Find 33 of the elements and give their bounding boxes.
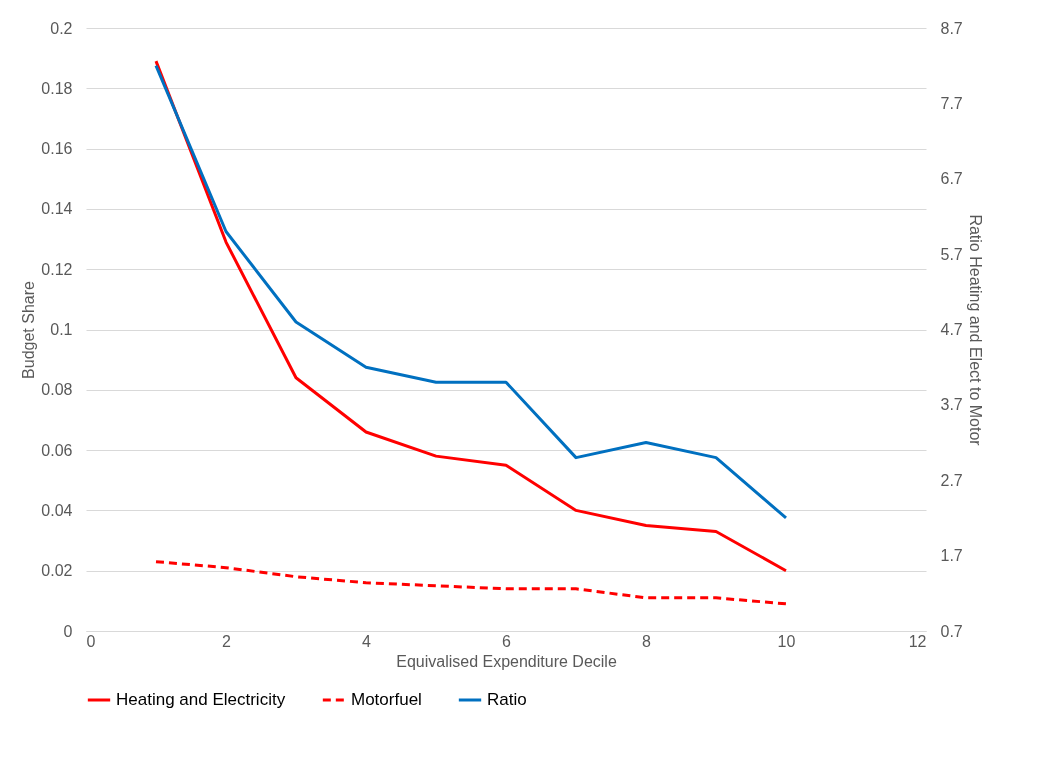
y2-axis-title: Ratio Heating and Elect to Motor <box>966 214 984 447</box>
y-tick-label: 0.2 <box>50 19 73 37</box>
x-tick-label: 12 <box>908 632 927 650</box>
y-tick-label: 0.02 <box>41 562 73 580</box>
y-tick-label: 0.12 <box>41 260 73 278</box>
y2-tick-label: 7.7 <box>940 94 963 112</box>
x-tick-label: 2 <box>222 632 232 650</box>
y-tick-label: 0.16 <box>41 140 73 158</box>
legend-label: Motorfuel <box>351 690 422 709</box>
x-tick-label: 4 <box>362 632 372 650</box>
legend-label: Ratio <box>487 690 527 709</box>
x-tick-label: 0 <box>86 632 96 650</box>
y2-tick-label: 1.7 <box>940 547 963 565</box>
y-tick-label: 0.14 <box>41 200 73 218</box>
line-series <box>154 560 788 606</box>
y2-tick-label: 8.7 <box>940 19 963 37</box>
x-tick-label: 10 <box>777 632 796 650</box>
x-tick-label: 8 <box>642 632 652 650</box>
y2-tick-label: 4.7 <box>940 321 963 338</box>
y-tick-label: 0.06 <box>41 441 73 459</box>
legend-label: Heating and Electricity <box>116 690 286 709</box>
y2-tick-label: 2.7 <box>940 471 963 489</box>
y2-tick-label: 3.7 <box>940 396 963 414</box>
y-tick-label: 0.18 <box>41 79 73 97</box>
x-axis-title: Equivalised Expenditure Decile <box>396 652 617 670</box>
y-tick-label: 0.04 <box>41 501 73 519</box>
x-tick-label: 6 <box>502 632 512 650</box>
y-tick-label: 0.08 <box>41 381 73 399</box>
y-tick-label: 0.1 <box>50 321 73 338</box>
y-axis-title: Budget Share <box>20 280 38 379</box>
y2-tick-label: 5.7 <box>940 245 963 263</box>
y2-tick-label: 0.7 <box>940 622 963 640</box>
y2-tick-label: 6.7 <box>940 170 963 188</box>
